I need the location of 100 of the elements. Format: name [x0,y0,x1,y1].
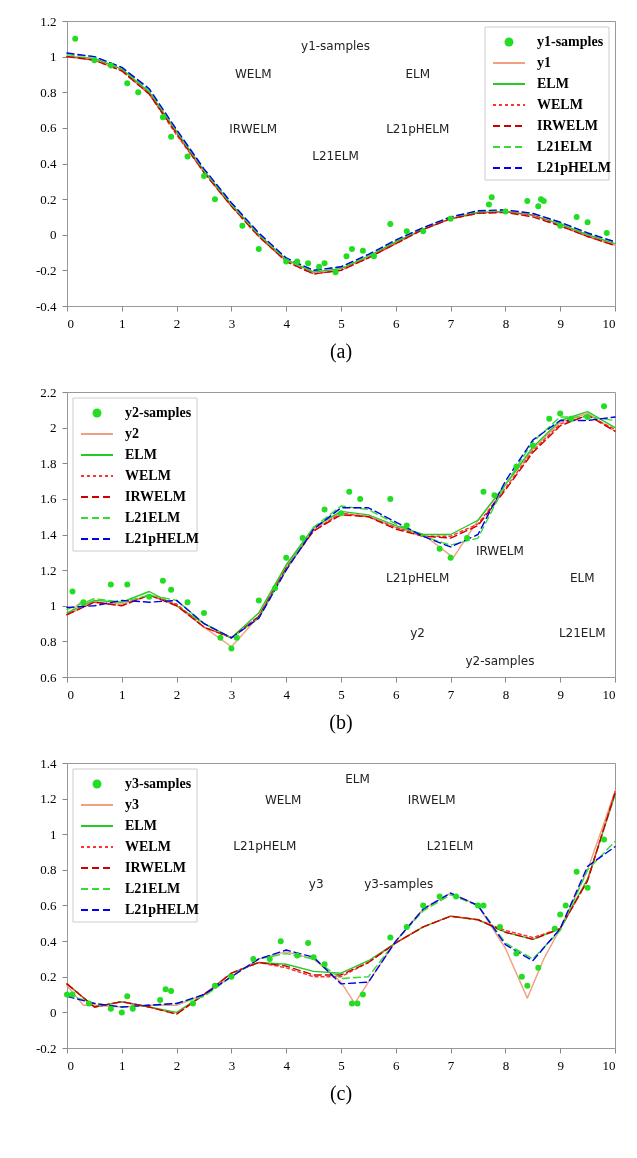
x-tick-label: 3 [228,686,236,702]
point [496,923,503,930]
annotation: L21pHELM [386,571,450,586]
x-tick-label: 9 [557,315,564,331]
point [403,522,410,529]
legend-label: ELM [537,76,569,91]
legend-label: y1 [537,55,551,70]
x-tick-label: 0 [67,1057,74,1073]
x-tick-label: 9 [557,1057,564,1073]
point [294,258,301,265]
x-tick-label: 4 [283,1057,291,1073]
point [524,197,531,204]
annotation: ELM [405,66,431,81]
y-tick-label: 1.4 [40,527,57,542]
annotation: L21ELM [426,839,474,854]
point [146,593,153,600]
legend-label: y3 [125,797,139,812]
text: (b) [329,711,353,734]
legend-label: ELM [125,818,157,833]
legend-label: WELM [125,468,171,483]
y-tick-label: 1 [50,598,57,614]
y-tick-label: 0.4 [40,933,57,949]
point [316,263,323,270]
point [190,1000,197,1007]
annotation: ELM [569,571,595,586]
x-tick-label: 9 [557,686,564,702]
point [387,934,394,941]
text: (c) [329,1082,353,1105]
x-tick-label: 4 [283,686,291,702]
x-tick-label: 7 [447,1057,455,1073]
annotation: IRWELM [475,543,524,558]
y-tick-label: 1.4 [40,755,57,771]
legend-label: L21ELM [537,139,593,154]
point [332,269,339,276]
point [157,996,164,1003]
y-tick-label: 1 [50,826,57,842]
x-tick-label: 0 [67,315,74,331]
point [124,80,131,87]
x-tick-label: 0 [67,686,74,702]
x-tick-label: 10 [602,1057,616,1073]
point [135,89,142,96]
point [453,893,460,900]
legend-label: y3-samples [125,776,192,791]
annotation: L21pHELM [386,121,450,136]
point [255,597,262,604]
point [488,194,495,201]
point [201,172,207,179]
point [535,964,542,971]
point [447,215,454,222]
x-tick-label: 4 [283,315,291,331]
x-tick-label: 6 [393,315,401,331]
point [211,982,218,989]
point [107,1005,114,1012]
point [299,535,306,542]
point [518,973,525,980]
point [85,1000,92,1007]
y-tick-label: 0.4 [40,156,57,171]
point [283,554,290,561]
annotation: L21pHELM [233,839,297,854]
point [387,495,394,502]
x-tick-label: 5 [338,1057,345,1073]
y-tick-label: -0.2 [35,1040,57,1056]
point [420,902,427,909]
point [272,584,279,591]
point [436,893,443,900]
point [124,581,131,588]
y-tick-label: 1.2 [40,562,57,578]
x-tick-label: 6 [393,1057,401,1073]
y-tick-label: 0 [50,1004,57,1020]
point [277,938,284,945]
point [159,577,166,584]
point [217,634,224,641]
legend-label: L21pHELM [125,902,199,917]
point [535,203,542,210]
legend-label: WELM [125,839,171,854]
point [502,208,509,215]
point [436,545,443,552]
point [72,35,79,42]
point [584,884,591,891]
y-tick-label: 0.2 [40,191,57,207]
point [546,415,553,422]
point [359,991,366,998]
point [250,955,257,962]
point [573,213,580,220]
y-tick-label: 1.2 [40,13,57,29]
point [562,902,569,909]
point [557,410,564,417]
y-tick-label: 0.6 [40,669,57,685]
y-tick-label: 2 [50,420,57,436]
legend-label: L21ELM [125,510,181,525]
point [584,413,591,420]
y-tick-label: 0.6 [40,898,57,913]
point [359,247,366,254]
y-tick-label: 0.6 [40,120,57,136]
y-tick-label: 0.8 [40,633,57,649]
x-tick-label: 2 [173,686,181,702]
point [584,219,591,226]
y-tick-label: 1.6 [40,491,57,507]
point [403,228,410,235]
y-tick-label: -0.4 [35,298,57,314]
